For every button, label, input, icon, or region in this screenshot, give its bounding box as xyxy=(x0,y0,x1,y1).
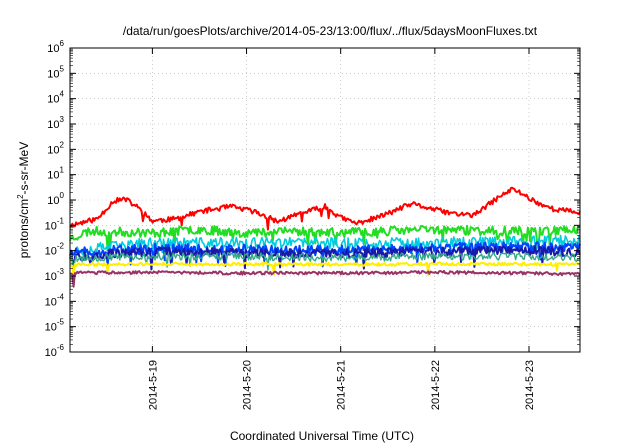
grid xyxy=(70,48,580,352)
y-tick-label-exp: -3 xyxy=(57,267,65,276)
y-tick-label: 102 xyxy=(47,140,64,156)
series-layer xyxy=(69,186,581,288)
y-tick-label-base: 10 xyxy=(47,195,59,207)
y-tick-label-exp: 3 xyxy=(60,115,65,124)
y-tick-label: 10-5 xyxy=(45,318,65,334)
y-tick-label-exp: 2 xyxy=(60,140,65,149)
y-tick-label-base: 10 xyxy=(45,347,57,359)
x-axis-label: Coordinated Universal Time (UTC) xyxy=(230,429,414,443)
y-tick-label-base: 10 xyxy=(47,119,59,131)
x-tick-label: 2014-5-23 xyxy=(524,360,536,410)
y-tick-label-exp: 5 xyxy=(60,64,65,73)
y-tick-label-exp: -2 xyxy=(57,242,65,251)
y-tick-label-base: 10 xyxy=(45,296,57,308)
y-axis-label-pre: protons/cm xyxy=(17,199,31,258)
y-tick-label: 105 xyxy=(47,64,64,80)
series-line-1 xyxy=(69,186,581,231)
y-tick-label: 10-4 xyxy=(45,292,65,308)
y-tick-label-base: 10 xyxy=(45,271,57,283)
y-tick-label-base: 10 xyxy=(45,220,57,232)
series-line-7 xyxy=(69,261,581,279)
y-tick-label: 10-6 xyxy=(45,343,65,359)
y-axis-label-post: -s-sr-MeV xyxy=(17,142,31,195)
y-tick-label: 103 xyxy=(47,115,64,131)
series-line-8 xyxy=(69,269,581,288)
y-tick-label-exp: 1 xyxy=(60,166,65,175)
plot-frame xyxy=(69,47,581,353)
y-tick-label: 100 xyxy=(47,191,64,207)
y-tick-label-base: 10 xyxy=(45,246,57,258)
y-axis-label: protons/cm2-s-sr-MeV xyxy=(16,142,31,258)
x-tick-label: 2014-5-22 xyxy=(430,360,442,410)
y-tick-label-base: 10 xyxy=(47,68,59,80)
y-tick-label: 101 xyxy=(47,166,64,182)
y-tick-label-base: 10 xyxy=(47,94,59,106)
y-tick-label: 10-2 xyxy=(45,242,65,258)
series-line-5 xyxy=(69,245,581,272)
x-tick-label: 2014-5-21 xyxy=(336,360,348,410)
y-tick-label-base: 10 xyxy=(47,43,59,55)
y-tick-label: 10-1 xyxy=(45,216,65,232)
y-tick-label-exp: 0 xyxy=(60,191,65,200)
y-tick-label-base: 10 xyxy=(47,144,59,156)
y-tick-label-base: 10 xyxy=(45,322,57,334)
y-tick-label-exp: 4 xyxy=(60,90,65,99)
axes: 10-610-510-410-310-210-11001011021031041… xyxy=(45,39,580,410)
y-tick-label-base: 10 xyxy=(47,170,59,182)
series-line-2 xyxy=(69,224,581,251)
x-tick-label: 2014-5-20 xyxy=(242,360,254,410)
series-line-6 xyxy=(69,251,581,273)
x-tick-label: 2014-5-19 xyxy=(147,360,159,410)
y-tick-label: 104 xyxy=(47,90,64,106)
y-axis-label-sup: 2 xyxy=(16,194,25,199)
y-tick-label: 10-3 xyxy=(45,267,65,283)
y-tick-label-exp: 6 xyxy=(60,39,65,48)
y-tick-label-exp: -5 xyxy=(57,318,65,327)
y-tick-label: 106 xyxy=(47,39,64,55)
y-tick-label-exp: -6 xyxy=(57,343,65,352)
chart-title: /data/run/goesPlots/archive/2014-05-23/1… xyxy=(123,24,538,38)
y-tick-label-exp: -4 xyxy=(57,292,65,301)
y-tick-label-exp: -1 xyxy=(57,216,65,225)
